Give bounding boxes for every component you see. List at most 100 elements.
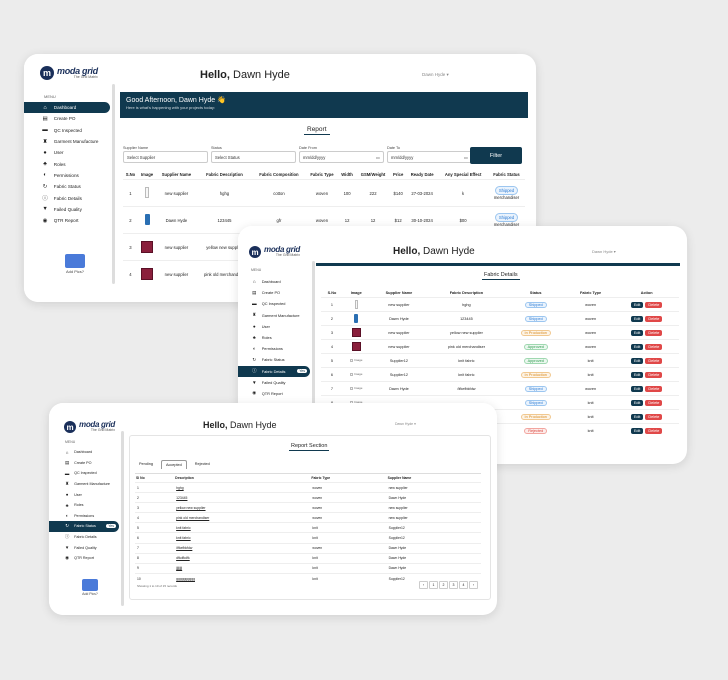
table-row[interactable]: 5 knit fabric knit Supplier12 <box>135 522 481 533</box>
sidebar-item-failed-quality[interactable]: ▼ Failed Quality <box>24 204 110 215</box>
edit-button[interactable]: Edit <box>630 329 644 336</box>
sidebar-item-dashboard[interactable]: ⌂ Dashboard <box>24 102 110 114</box>
sidebar-item-roles[interactable]: ♣ Roles <box>24 158 110 169</box>
user-dropdown[interactable]: Dawn Hyde ▾ <box>592 249 616 254</box>
sidebar-item-garment-manufacture[interactable]: ♜ Garment Manufacture <box>24 136 110 147</box>
filter-button[interactable]: Filter <box>470 147 522 164</box>
table-row[interactable]: 4 pink old merchandiser woven new supplier <box>135 512 481 523</box>
sidebar-item-fabric-status[interactable]: ↻ Fabric Status <box>24 181 110 192</box>
table-row[interactable]: 2 Dawn Hyde 123445 Shipped woven Edit Delete <box>321 311 679 326</box>
cell-desc[interactable]: gggggggggg <box>174 572 311 584</box>
cell-desc[interactable]: knit fabric <box>174 522 311 533</box>
cell-desc[interactable]: yellow new supplier <box>174 502 311 513</box>
edit-button[interactable]: Edit <box>630 399 644 406</box>
page-button[interactable]: 3 <box>449 581 458 589</box>
table-row[interactable]: 2 Dawn Hyde 123445 gfr woven 12 12 $12 30-10-202… <box>123 206 525 234</box>
sidebar-item-qc-inspected[interactable]: ▬ QC Inspected <box>24 125 110 136</box>
tab-accepted[interactable]: Accepted <box>160 460 187 469</box>
edit-button[interactable]: Edit <box>630 371 644 378</box>
table-row[interactable]: 2 123445 woven Dawn Hyde <box>135 492 481 503</box>
next-page-button[interactable]: › <box>469 581 478 589</box>
cell-desc[interactable]: jjjjjjjj <box>174 562 311 574</box>
filter-input[interactable]: Select Supplier <box>123 151 208 163</box>
table-row[interactable]: 6 Image Supplier12 knit fabric In Production… <box>321 367 679 382</box>
table-row[interactable]: 8 dfkdfkdfk knit Dawn Hyde <box>135 552 481 564</box>
delete-button[interactable]: Delete <box>645 315 663 322</box>
sidebar-item-create-po[interactable]: ▤ Create PO <box>238 287 310 298</box>
table-row[interactable]: 1 new supplier hghg Shipped woven Edit Delete <box>321 297 679 312</box>
sidebar-item-roles[interactable]: ♣ Roles <box>238 332 310 343</box>
sidebar-item-create-po[interactable]: ▤ Create PO <box>49 458 119 469</box>
cell-desc[interactable]: 123445 <box>174 492 311 503</box>
sidebar-scrollbar[interactable] <box>112 84 115 284</box>
table-row[interactable]: 7 Image Dawn Hyde ðfkefbkfdw Shipped woven Edi… <box>321 381 679 396</box>
add-pics-box[interactable]: Add Pics? <box>75 579 105 596</box>
delete-button[interactable]: Delete <box>645 357 663 364</box>
sidebar-item-roles[interactable]: ♣ Roles <box>49 500 119 511</box>
sidebar-item-dashboard[interactable]: ⌂ Dashboard <box>238 276 310 287</box>
tab-rejected[interactable]: Rejected <box>194 462 210 466</box>
sidebar-item-qtr-report[interactable]: ◉ QTR Report <box>49 553 119 564</box>
sidebar-item-fabric-details[interactable]: ⓘ Fabric Details <box>49 532 119 543</box>
edit-button[interactable]: Edit <box>630 301 644 308</box>
sidebar-item-fabric-details[interactable]: ⓘ Fabric Details Yes <box>238 365 310 377</box>
sidebar-item-failed-quality[interactable]: ▼ Failed Quality <box>238 377 310 388</box>
table-row[interactable]: 6 knit fabric knit Supplier12 <box>135 532 481 544</box>
sidebar-item-fabric-status[interactable]: ↻ Fabric Status <box>238 354 310 365</box>
cell-desc[interactable]: hghg <box>174 481 311 493</box>
table-row[interactable]: 1 hghg woven new supplier <box>135 481 481 493</box>
filter-input[interactable]: mm/dd/yyyy ▭ <box>387 151 472 163</box>
sidebar-item-user[interactable]: ● User <box>238 321 310 332</box>
sidebar-item-user[interactable]: ● User <box>24 147 110 158</box>
table-row[interactable]: 10 gggggggggg knit Supplier12 <box>135 572 481 584</box>
edit-button[interactable]: Edit <box>630 413 644 420</box>
sidebar-scrollbar[interactable] <box>121 431 124 606</box>
add-pics-box[interactable]: Add Pics? <box>58 254 92 274</box>
delete-button[interactable]: Delete <box>645 343 663 350</box>
page-button[interactable]: 2 <box>439 581 448 589</box>
page-button[interactable]: 4 <box>459 581 468 589</box>
cell-desc[interactable]: pink old merchandiser <box>174 512 311 523</box>
cell-desc[interactable]: dfkdfkdfk <box>174 552 311 564</box>
table-row[interactable]: 3 new supplier yellow new supplier In Produ… <box>321 325 679 340</box>
delete-button[interactable]: Delete <box>645 329 663 336</box>
delete-button[interactable]: Delete <box>645 427 663 434</box>
table-row[interactable]: 3 yellow new supplier woven new supplier <box>135 502 481 513</box>
delete-button[interactable]: Delete <box>645 385 663 392</box>
sidebar-scrollbar[interactable] <box>312 261 315 451</box>
user-dropdown[interactable]: Dawn Hyde ▾ <box>422 72 449 77</box>
sidebar-item-failed-quality[interactable]: ▼ Failed Quality <box>49 542 119 553</box>
filter-input[interactable]: mm/dd/yyyy ▭ <box>299 151 384 163</box>
delete-button[interactable]: Delete <box>645 371 663 378</box>
delete-button[interactable]: Delete <box>645 301 663 308</box>
table-row[interactable]: 1 new supplier hghg cotton woven 100 222 $140 27… <box>123 179 525 207</box>
sidebar-item-qc-inspected[interactable]: ▬ QC Inspected <box>238 298 310 309</box>
sidebar-item-user[interactable]: ● User <box>49 489 119 500</box>
sidebar-item-garment-manufacture[interactable]: ♜ Garment Manufacture <box>238 310 310 321</box>
sidebar-item-fabric-details[interactable]: ⓘ Fabric Details <box>24 192 110 203</box>
user-dropdown[interactable]: Dawn Hyde ▾ <box>395 422 416 426</box>
sidebar-item-permissions[interactable]: ◐ Permissions <box>238 343 310 354</box>
sidebar-item-create-po[interactable]: ▤ Create PO <box>24 113 110 124</box>
sidebar-item-permissions[interactable]: ◐ Permissions <box>24 170 110 181</box>
sidebar-item-dashboard[interactable]: ⌂ Dashboard <box>49 447 119 458</box>
sidebar-item-qtr-report[interactable]: ◉ QTR Report <box>24 215 110 226</box>
sidebar-item-fabric-status[interactable]: ↻ Fabric Status Yes <box>49 521 119 532</box>
tab-pending[interactable]: Pending <box>139 462 153 466</box>
cell-desc[interactable]: ðfkefbkfdw <box>174 542 311 554</box>
filter-input[interactable]: Select Status <box>211 151 296 163</box>
edit-button[interactable]: Edit <box>630 357 644 364</box>
table-row[interactable]: 9 jjjjjjjj knit Dawn Hyde <box>135 562 481 574</box>
delete-button[interactable]: Delete <box>645 399 663 406</box>
prev-page-button[interactable]: ‹ <box>419 581 428 589</box>
edit-button[interactable]: Edit <box>630 315 644 322</box>
table-row[interactable]: 4 new supplier pink old merchandiser Approv… <box>321 339 679 354</box>
delete-button[interactable]: Delete <box>645 413 663 420</box>
sidebar-item-qc-inspected[interactable]: ▬ QC Inspected <box>49 468 119 479</box>
sidebar-item-garment-manufacture[interactable]: ♜ Garment Manufacture <box>49 479 119 490</box>
sidebar-item-permissions[interactable]: ◐ Permissions <box>49 511 119 522</box>
table-row[interactable]: 5 Image Supplier12 knit fabric Approved knit E… <box>321 353 679 368</box>
sidebar-item-qtr-report[interactable]: ◉ QTR Report <box>238 388 310 399</box>
cell-desc[interactable]: knit fabric <box>174 532 311 544</box>
edit-button[interactable]: Edit <box>630 385 644 392</box>
